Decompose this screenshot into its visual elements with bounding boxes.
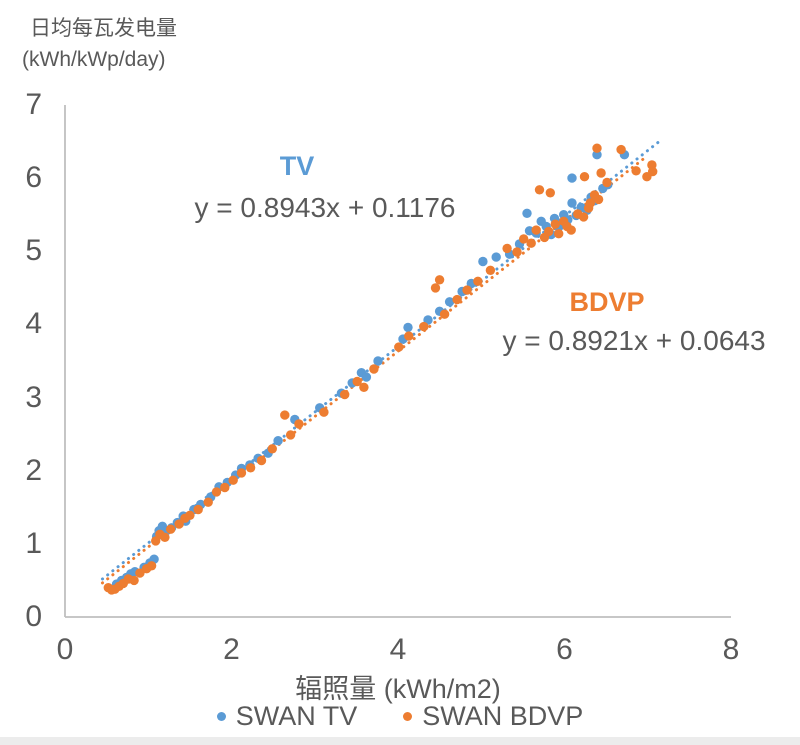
x-tick-label: 4: [389, 633, 407, 666]
legend-label-swan-tv: SWAN TV: [235, 701, 358, 731]
x-tick-label: 2: [223, 633, 240, 666]
swan-bdvp-marker-icon: [403, 712, 413, 721]
y-tick-label: 6: [25, 161, 42, 195]
y-tick-label: 4: [25, 307, 42, 341]
y-tick-label: 1: [25, 526, 42, 560]
chart-legend: SWAN TV SWAN BDVP: [0, 701, 800, 732]
x-axis-title: 辐照量 (kWh/m2): [295, 674, 501, 704]
y-axis-title-text: 日均每瓦发电量: [30, 17, 177, 40]
x-tick-label: 8: [722, 633, 740, 666]
legend-item-swan-bdvp: SWAN BDVP: [403, 701, 583, 732]
bdvp-trendline-equation: y = 0.8921x + 0.0643: [502, 325, 766, 356]
y-tick-label: 3: [25, 380, 42, 414]
y-tick-label: 2: [25, 453, 42, 487]
tv-series-label: TV: [279, 151, 315, 181]
tv-trendline-equation: y = 0.8943x + 0.1176: [194, 192, 456, 223]
y-tick-label: 5: [25, 234, 42, 268]
x-tick-label: 0: [56, 633, 74, 666]
legend-item-swan-tv: SWAN TV: [216, 701, 358, 732]
y-axis-ticks: 0 1 2 3 4 5 6 7: [0, 0, 46, 745]
x-tick-label: 6: [556, 633, 573, 666]
swan-tv-marker-icon: [216, 712, 226, 721]
y-axis-title: 日均每瓦发电量 (kWh/kWp/day): [22, 13, 177, 75]
bottom-edge-strip: [0, 737, 800, 745]
y-axis-title-units: (kWh/kWp/day): [22, 48, 166, 71]
series-points-swan-bdvp: [103, 143, 658, 595]
y-tick-label: 7: [25, 88, 42, 121]
y-tick-label: 0: [25, 600, 42, 633]
bdvp-series-label: BDVP: [569, 287, 645, 317]
legend-label-swan-bdvp: SWAN BDVP: [422, 701, 584, 731]
